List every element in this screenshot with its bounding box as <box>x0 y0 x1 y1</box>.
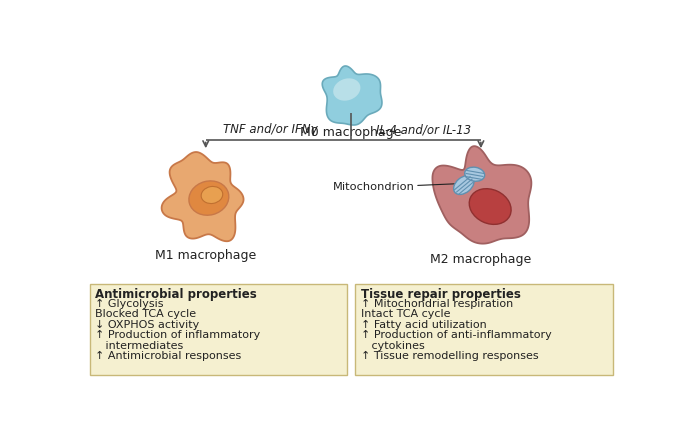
Text: ↑ Tissue remodelling responses: ↑ Tissue remodelling responses <box>361 351 538 361</box>
Text: Intact TCA cycle: Intact TCA cycle <box>361 309 450 319</box>
Polygon shape <box>322 66 382 125</box>
Text: Blocked TCA cycle: Blocked TCA cycle <box>95 309 196 319</box>
FancyBboxPatch shape <box>356 284 612 375</box>
Text: Antimicrobial properties: Antimicrobial properties <box>95 288 257 301</box>
Text: ↑ Production of inflammatory: ↑ Production of inflammatory <box>95 330 260 340</box>
Text: IL-4 and/or IL-13: IL-4 and/or IL-13 <box>376 124 471 136</box>
Ellipse shape <box>453 176 474 195</box>
Polygon shape <box>162 152 244 241</box>
Text: cytokines: cytokines <box>361 340 425 351</box>
Text: ↑ Glycolysis: ↑ Glycolysis <box>95 299 164 309</box>
Text: ↑ Mitochondrial respiration: ↑ Mitochondrial respiration <box>361 299 513 309</box>
Text: intermediates: intermediates <box>95 340 183 351</box>
Ellipse shape <box>201 187 223 204</box>
Text: M1 macrophage: M1 macrophage <box>155 249 256 262</box>
Text: Tissue repair properties: Tissue repair properties <box>361 288 521 301</box>
Text: Mitochondrion: Mitochondrion <box>333 182 464 192</box>
Ellipse shape <box>469 189 511 224</box>
Text: M2 macrophage: M2 macrophage <box>430 253 532 266</box>
Text: ↓ OXPHOS activity: ↓ OXPHOS activity <box>95 320 199 330</box>
Text: ↑ Fatty acid utilization: ↑ Fatty acid utilization <box>361 320 486 330</box>
Text: ↑ Production of anti-inflammatory: ↑ Production of anti-inflammatory <box>361 330 551 340</box>
Text: TNF and/or IFNγ: TNF and/or IFNγ <box>223 124 318 136</box>
Text: M0 macrophage: M0 macrophage <box>300 126 401 139</box>
Ellipse shape <box>189 181 229 215</box>
FancyBboxPatch shape <box>90 284 347 375</box>
Polygon shape <box>432 146 532 244</box>
Ellipse shape <box>464 167 485 181</box>
Text: ↑ Antimicrobial responses: ↑ Antimicrobial responses <box>95 351 241 361</box>
Ellipse shape <box>333 78 360 101</box>
